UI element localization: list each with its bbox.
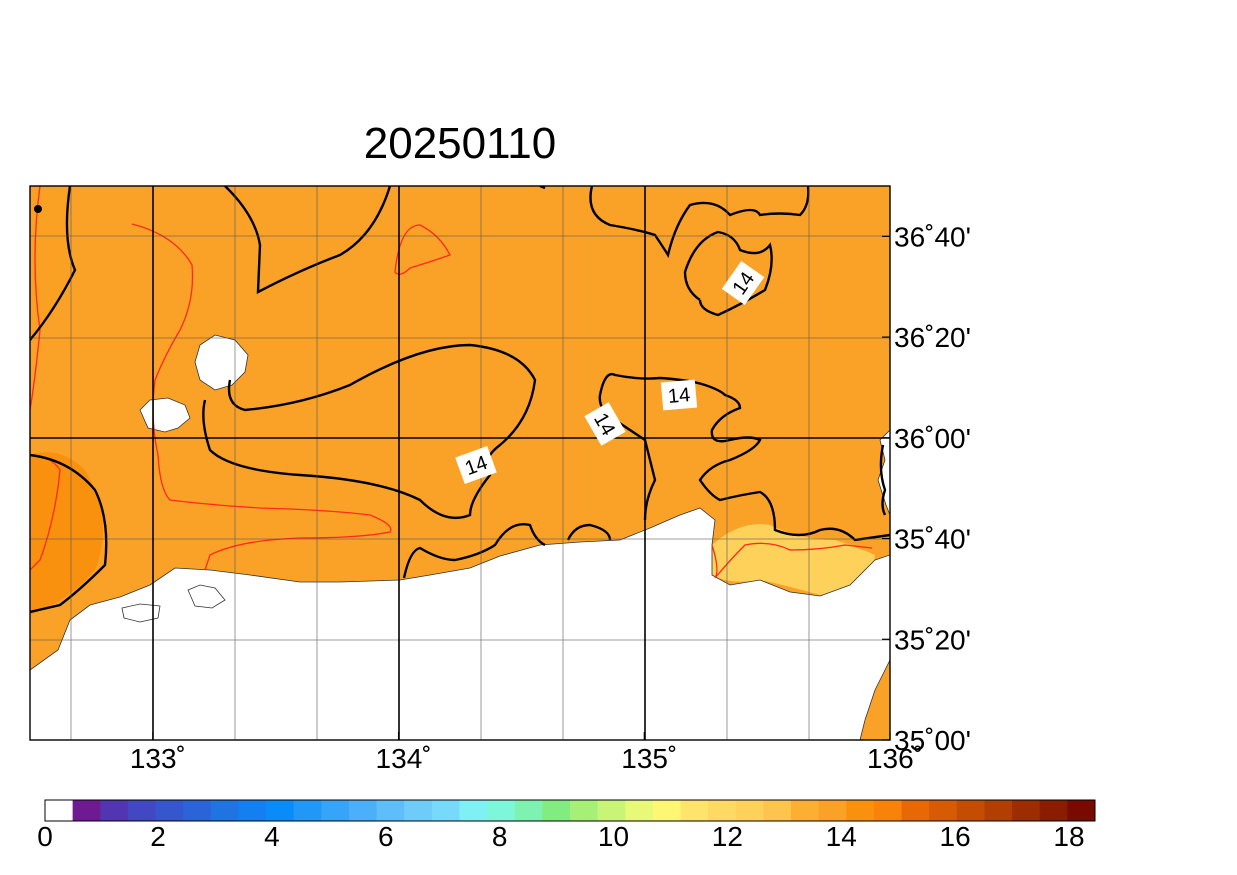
colorbar-box — [625, 800, 654, 821]
colorbar-label: 12 — [712, 821, 743, 852]
colorbar-label: 14 — [826, 821, 857, 852]
colorbar-box — [72, 800, 101, 821]
colorbar-label: 18 — [1053, 821, 1084, 852]
map-title: 20250110 — [364, 119, 557, 168]
colorbar-frame — [44, 799, 1096, 822]
colorbar-label: 6 — [378, 821, 394, 852]
island-small-1 — [187, 584, 226, 609]
sea-warm-zone — [30, 452, 103, 615]
colorbar-labels: 0 2 4 6 8 10 12 14 16 18 — [37, 821, 1084, 852]
colorbar-box — [873, 800, 903, 821]
contour-label: 14 — [584, 402, 626, 446]
colorbar-box — [901, 800, 930, 821]
x-tick-label: 133˚ — [130, 743, 186, 774]
colorbar-box — [183, 800, 212, 821]
colorbar-box — [956, 800, 985, 821]
sea-warm-zone-north — [30, 186, 75, 340]
colorbar-box — [818, 800, 847, 821]
land-honshu — [30, 507, 890, 740]
colorbar-label: 8 — [492, 821, 508, 852]
colorbar-box — [210, 800, 239, 821]
map-frame — [29, 185, 891, 741]
colorbar-boxes — [45, 800, 1096, 821]
colorbar-box — [45, 800, 74, 821]
colorbar-box — [791, 800, 820, 821]
colorbar-box — [1039, 800, 1068, 821]
y-tick-label: 36˚00' — [894, 423, 971, 454]
colorbar-box — [293, 800, 322, 821]
colorbar-box — [514, 800, 543, 821]
colorbar-box — [542, 800, 571, 821]
colorbar-box — [321, 800, 350, 821]
x-tick-label: 135˚ — [621, 743, 677, 774]
colorbar-label: 16 — [940, 821, 971, 852]
colorbar-box — [459, 800, 488, 821]
colorbar-box — [846, 800, 875, 821]
colorbar-box — [708, 800, 737, 821]
colorbar-box — [763, 800, 792, 821]
contour-label: 14 — [455, 446, 497, 484]
colorbar-box — [1012, 800, 1041, 821]
colorbar-box — [376, 800, 405, 821]
colorbar-box — [597, 800, 626, 821]
y-tick-label: 35˚40' — [894, 524, 971, 555]
colorbar-box — [155, 800, 184, 821]
colorbar-box — [431, 800, 460, 821]
sea-cool-zone — [712, 524, 875, 595]
colorbar-label: 10 — [598, 821, 629, 852]
x-tick-label: 136˚ — [867, 743, 923, 774]
graticule-major — [30, 186, 890, 740]
land-east — [877, 429, 890, 516]
colorbar-box — [1067, 800, 1096, 821]
y-tick-label: 35˚20' — [894, 624, 971, 655]
y-axis: 36˚40' 36˚20' 36˚00' 35˚40' 35˚20' 35˚00' — [882, 221, 971, 756]
colorbar-box — [652, 800, 682, 821]
graticule-minor — [30, 186, 890, 740]
colorbar-label: 4 — [264, 821, 280, 852]
contour-label-text: 14 — [667, 384, 691, 408]
contour-label: 14 — [721, 261, 765, 305]
contours-red — [30, 186, 873, 579]
colorbar-box — [100, 800, 129, 821]
colorbar-box — [984, 800, 1013, 821]
colorbar: 0 2 4 6 8 10 12 14 16 18 — [37, 799, 1096, 852]
y-tick-label: 36˚20' — [894, 322, 971, 353]
colorbar-box — [238, 800, 267, 821]
map-panel: 14 14 14 14 133˚ 134˚ 135˚ 136˚ 36˚40' 36˚20… — [29, 185, 971, 774]
colorbar-box — [404, 800, 433, 821]
colorbar-label: 2 — [150, 821, 166, 852]
colorbar-box — [929, 800, 958, 821]
colorbar-box — [348, 800, 378, 821]
station-marker — [34, 205, 42, 213]
colorbar-box — [266, 800, 295, 821]
x-tick-label: 134˚ — [376, 743, 432, 774]
colorbar-label: 0 — [37, 821, 53, 852]
x-axis: 133˚ 134˚ 135˚ 136˚ — [130, 732, 923, 774]
colorbar-box — [570, 800, 599, 821]
y-tick-label: 36˚40' — [894, 221, 971, 252]
y-tick-label: 35˚00' — [894, 725, 971, 756]
colorbar-box — [735, 800, 764, 821]
contours-black — [30, 186, 890, 614]
colorbar-box — [680, 800, 709, 821]
contour-label: 14 — [660, 379, 698, 411]
island-small-2 — [121, 603, 161, 623]
colorbar-box — [127, 800, 157, 821]
colorbar-box — [487, 800, 516, 821]
